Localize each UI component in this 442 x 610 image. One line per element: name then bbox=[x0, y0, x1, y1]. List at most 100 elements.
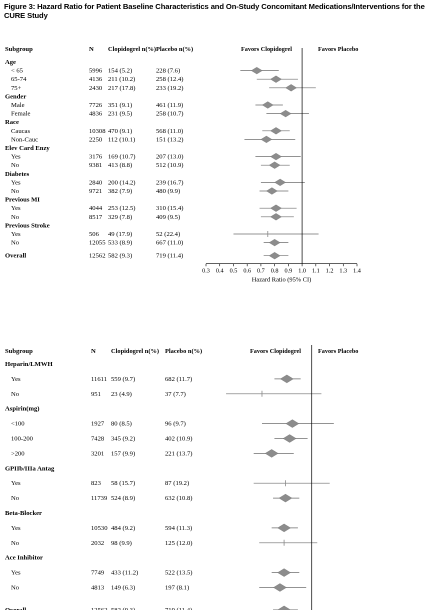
n-value: 3176 bbox=[89, 154, 103, 161]
n-value: 951 bbox=[91, 391, 101, 398]
subgroup-heading: Race bbox=[5, 119, 19, 126]
placebo-value: 682 (11.7) bbox=[165, 376, 192, 383]
subgroup-label: Yes bbox=[11, 525, 21, 532]
subgroup-label: No bbox=[11, 585, 20, 592]
n-value: 1927 bbox=[91, 421, 105, 428]
header-clopidogrel: Clopidogrel n(%) bbox=[108, 46, 156, 53]
subgroup-label: No bbox=[11, 162, 20, 169]
point-estimate-diamond bbox=[268, 161, 281, 169]
x-tick-label: 0.7 bbox=[257, 268, 265, 275]
x-tick-label: 0.3 bbox=[202, 268, 210, 275]
subgroup-label: No bbox=[11, 495, 20, 502]
clopidogrel-value: 351 (9.1) bbox=[108, 102, 132, 109]
clopidogrel-value: 533 (8.9) bbox=[108, 240, 132, 247]
header-placebo: Placebo n(%) bbox=[165, 348, 202, 355]
point-estimate-diamond bbox=[273, 583, 287, 592]
point-estimate-diamond bbox=[260, 135, 273, 143]
point-estimate-diamond bbox=[268, 239, 281, 247]
placebo-value: 125 (12.0) bbox=[165, 540, 192, 547]
n-value: 4836 bbox=[89, 111, 103, 118]
placebo-value: 719 (11.4) bbox=[156, 253, 183, 260]
clopidogrel-value: 559 (9.7) bbox=[111, 376, 135, 383]
point-estimate-diamond bbox=[251, 67, 263, 75]
subgroup-label: Non-Cauc bbox=[11, 136, 38, 143]
subgroup-heading: Previous MI bbox=[5, 197, 40, 204]
n-value: 2430 bbox=[89, 85, 103, 92]
subgroup-label: 100-200 bbox=[11, 436, 34, 443]
clopidogrel-value: 382 (7.9) bbox=[108, 188, 132, 195]
clopidogrel-value: 217 (17.8) bbox=[108, 85, 135, 92]
subgroup-label: Yes bbox=[11, 205, 21, 212]
n-value: 4136 bbox=[89, 76, 103, 83]
clopidogrel-value: 112 (10.1) bbox=[108, 136, 135, 143]
clopidogrel-value: 211 (10.2) bbox=[108, 76, 135, 83]
placebo-value: 96 (9.7) bbox=[165, 421, 186, 428]
placebo-value: 87 (19.2) bbox=[165, 480, 189, 487]
placebo-value: 667 (11.0) bbox=[156, 240, 183, 247]
n-value: 12562 bbox=[91, 607, 107, 610]
subgroup-label: < 65 bbox=[11, 68, 24, 75]
point-estimate-diamond bbox=[277, 523, 291, 533]
clopidogrel-value: 98 (9.9) bbox=[111, 540, 132, 547]
x-tick-label: 0.9 bbox=[284, 268, 292, 275]
clopidogrel-value: 413 (8.8) bbox=[108, 162, 132, 169]
placebo-value: 594 (11.3) bbox=[165, 525, 192, 532]
subgroup-heading: GPIIb/IIIa Antag bbox=[5, 465, 55, 472]
point-estimate-diamond bbox=[270, 75, 282, 83]
figure-title: Figure 3: Hazard Ratio for Patient Basel… bbox=[4, 2, 425, 20]
n-value: 823 bbox=[91, 480, 102, 487]
n-value: 7726 bbox=[89, 102, 103, 109]
x-tick-label: 1.1 bbox=[312, 268, 320, 275]
clopidogrel-value: 157 (9.9) bbox=[111, 450, 135, 457]
clopidogrel-value: 524 (8.9) bbox=[111, 495, 135, 502]
n-value: 7749 bbox=[91, 570, 105, 577]
clopidogrel-value: 582 (9.3) bbox=[108, 253, 132, 260]
subgroup-label: 75+ bbox=[11, 85, 22, 92]
placebo-value: 151 (13.2) bbox=[156, 136, 183, 143]
forest-plot-2: Subgroup N Clopidogrel n(%) Placebo n(%) Fav… bbox=[5, 345, 358, 610]
placebo-value: 37 (7.7) bbox=[165, 391, 186, 398]
clopidogrel-value: 470 (9.1) bbox=[108, 128, 132, 135]
clopidogrel-value: 433 (11.2) bbox=[111, 570, 138, 577]
clopidogrel-value: 149 (6.3) bbox=[111, 585, 135, 592]
point-estimate-diamond bbox=[270, 204, 282, 212]
n-value: 9381 bbox=[89, 162, 102, 169]
header-subgroup: Subgroup bbox=[5, 348, 33, 355]
clopidogrel-value: 345 (9.2) bbox=[111, 436, 135, 443]
clopidogrel-value: 58 (15.7) bbox=[111, 480, 135, 487]
clopidogrel-value: 253 (12.5) bbox=[108, 205, 135, 212]
n-value: 8517 bbox=[89, 214, 103, 221]
placebo-value: 512 (10.9) bbox=[156, 162, 183, 169]
x-tick-label: 0.8 bbox=[271, 268, 279, 275]
header-placebo: Placebo n(%) bbox=[156, 46, 193, 53]
point-estimate-diamond bbox=[278, 493, 293, 503]
placebo-value: 258 (12.4) bbox=[156, 76, 183, 83]
subgroup-label: Female bbox=[11, 111, 30, 118]
clopidogrel-value: 80 (8.5) bbox=[111, 421, 132, 428]
placebo-value: 233 (19.2) bbox=[156, 85, 183, 92]
n-value: 2032 bbox=[91, 540, 104, 547]
point-estimate-diamond bbox=[266, 187, 278, 195]
placebo-value: 258 (10.7) bbox=[156, 111, 183, 118]
n-value: 12055 bbox=[89, 240, 106, 247]
header-subgroup: Subgroup bbox=[5, 46, 33, 53]
n-value: 11611 bbox=[91, 376, 107, 383]
subgroup-label: Yes bbox=[11, 480, 21, 487]
placebo-value: 310 (15.4) bbox=[156, 205, 183, 212]
placebo-value: 480 (9.9) bbox=[156, 188, 180, 195]
subgroup-heading: Heparin/LMWH bbox=[5, 361, 53, 368]
point-estimate-diamond bbox=[285, 419, 300, 428]
subgroup-heading: Gender bbox=[5, 93, 26, 100]
placebo-value: 239 (16.7) bbox=[156, 179, 183, 186]
subgroup-heading: Ace Inhibitor bbox=[5, 555, 43, 562]
header-n: N bbox=[91, 348, 96, 355]
clopidogrel-value: 231 (9.5) bbox=[108, 111, 132, 118]
point-estimate-diamond bbox=[282, 434, 297, 443]
clopidogrel-value: 49 (17.9) bbox=[108, 231, 132, 238]
clopidogrel-value: 169 (10.7) bbox=[108, 154, 135, 161]
clopidogrel-value: 582 (9.3) bbox=[111, 607, 135, 610]
point-estimate-diamond bbox=[264, 449, 279, 458]
point-estimate-diamond bbox=[285, 84, 297, 92]
favors-placebo-label: Favors Placebo bbox=[318, 348, 358, 355]
